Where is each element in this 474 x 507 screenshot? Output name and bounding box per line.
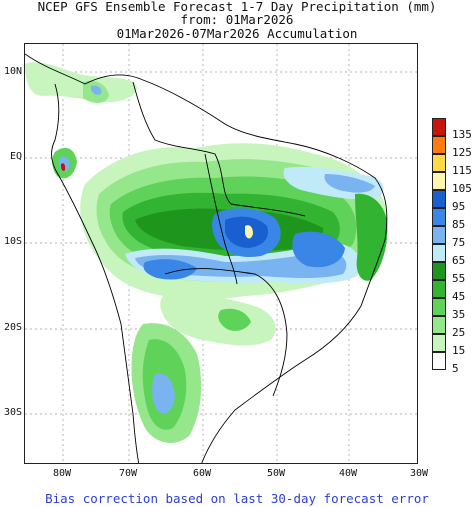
legend-label: 35: [452, 308, 466, 321]
precip-fields: [25, 62, 388, 443]
legend-swatch: [432, 208, 446, 226]
legend-swatch: [432, 262, 446, 280]
lat-label-30s: 30S: [3, 407, 22, 418]
lat-label-eq: EQ: [9, 151, 22, 162]
map-canvas: [25, 44, 417, 463]
legend-label: 25: [452, 326, 466, 339]
legend-swatch: [432, 118, 446, 136]
legend-swatch: [432, 190, 446, 208]
legend-label: 125: [452, 146, 472, 159]
lon-label-70w: 70W: [118, 468, 138, 479]
legend-label: 85: [452, 218, 466, 231]
legend-swatch: [432, 316, 446, 334]
legend-label: 95: [452, 200, 466, 213]
legend-swatch: [432, 244, 446, 262]
lon-label-40w: 40W: [338, 468, 358, 479]
legend-swatch: [432, 280, 446, 298]
coastlines: [25, 53, 388, 463]
bias-correction-note: Bias correction based on last 30-day for…: [45, 491, 429, 506]
lat-label-10s: 10S: [3, 236, 22, 247]
map-title-line3: 01Mar2026-07Mar2026 Accumulation: [116, 26, 358, 41]
legend-label: 65: [452, 254, 466, 267]
legend-swatch: [432, 136, 446, 154]
legend-label: 55: [452, 272, 466, 285]
legend-swatch: [432, 226, 446, 244]
legend-label: 5: [452, 362, 459, 375]
lon-label-80w: 80W: [52, 468, 72, 479]
legend-swatch: [432, 172, 446, 190]
lon-label-30w: 30W: [409, 468, 429, 479]
legend-label: 45: [452, 290, 466, 303]
lon-label-60w: 60W: [192, 468, 212, 479]
precipitation-map: [24, 43, 418, 464]
legend-label: 135: [452, 128, 472, 141]
legend-label: 105: [452, 182, 472, 195]
legend-label: 75: [452, 236, 466, 249]
map-title-line1: NCEP GFS Ensemble Forecast 1-7 Day Preci…: [37, 0, 437, 14]
legend-swatch: [432, 298, 446, 316]
legend-swatch: [432, 334, 446, 352]
map-title-line2: from: 01Mar2026: [180, 12, 294, 27]
lat-label-20s: 20S: [3, 322, 22, 333]
legend-label: 15: [452, 344, 466, 357]
lat-label-10n: 10N: [3, 66, 22, 77]
lon-label-50w: 50W: [266, 468, 286, 479]
legend-label: 115: [452, 164, 472, 177]
legend-swatch: [432, 352, 446, 370]
legend-swatch: [432, 154, 446, 172]
